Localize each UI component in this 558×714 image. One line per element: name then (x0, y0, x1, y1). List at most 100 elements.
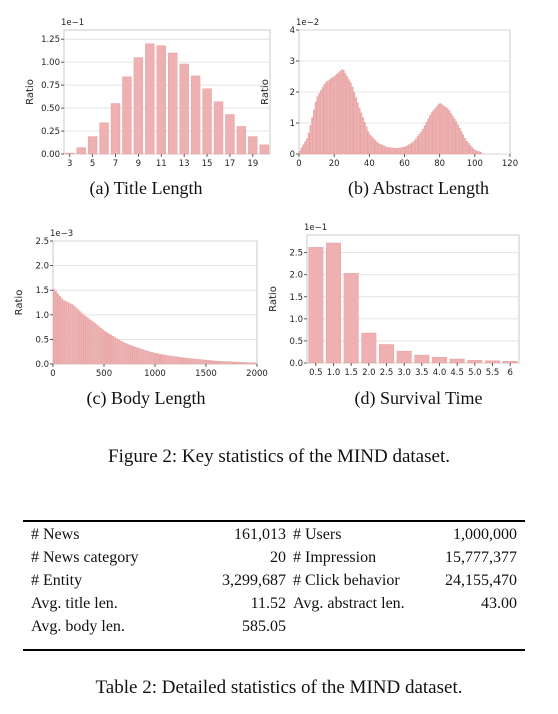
bar (236, 361, 239, 365)
x-tick-label: 4.0 (433, 368, 447, 378)
bar (128, 344, 131, 365)
table-value-cell: 43.00 (481, 595, 517, 612)
bar (309, 125, 312, 155)
table-label-cell: # Entity (31, 572, 83, 589)
bar (242, 362, 245, 365)
bar (130, 345, 133, 365)
bar (138, 348, 141, 365)
bar (466, 140, 468, 155)
bar (246, 362, 249, 365)
bar (187, 358, 190, 365)
bar (460, 131, 463, 155)
bar (87, 136, 98, 155)
bar (108, 333, 110, 365)
bar (388, 147, 391, 155)
plot-frame (52, 240, 258, 365)
caption-survival-time: (d) Survival Time (354, 388, 483, 408)
x-tick-label: 0 (50, 369, 55, 379)
caption-body-length: (c) Body Length (86, 388, 206, 408)
bar (480, 151, 482, 155)
y-tick-label: 2.5 (289, 249, 303, 259)
bar (364, 122, 366, 155)
bar (478, 151, 480, 155)
bar (369, 134, 371, 155)
x-tick-label: 0 (296, 159, 301, 169)
bar (81, 313, 84, 365)
bar (379, 144, 382, 155)
bar (202, 88, 212, 155)
table-value-cell: 161,013 (234, 526, 286, 543)
bar (106, 332, 108, 365)
y-tick-label: 2 (290, 88, 295, 98)
bar (73, 305, 76, 365)
bar (449, 358, 465, 364)
bar (191, 358, 194, 365)
bar (132, 346, 135, 365)
x-tick-label: 15 (202, 159, 213, 169)
bar (485, 360, 500, 364)
bar (101, 329, 104, 365)
bar (252, 362, 255, 365)
bar (334, 75, 336, 155)
bar (103, 330, 106, 365)
bar (361, 332, 377, 364)
bar (392, 147, 394, 155)
bar (190, 75, 201, 155)
bar (325, 81, 328, 155)
bar (85, 316, 88, 365)
bar (168, 52, 178, 155)
plot-frame (306, 234, 520, 364)
bar (467, 142, 470, 155)
bar (89, 319, 92, 365)
bar (441, 104, 444, 155)
bar (408, 144, 410, 155)
y-tick-label: 0.50 (41, 104, 60, 114)
x-tick-label: 6 (507, 368, 512, 378)
bar (429, 115, 431, 155)
x-tick-label: 1000 (144, 369, 166, 379)
bar (95, 324, 98, 365)
bar (306, 138, 308, 155)
bar (236, 126, 247, 155)
bar (348, 79, 350, 155)
bar (397, 147, 400, 155)
figure-caption: Figure 2: Key statistics of the MIND dat… (108, 446, 450, 467)
bar (208, 360, 210, 365)
bar (122, 342, 125, 365)
bar (328, 79, 331, 155)
bar (332, 76, 335, 155)
scale-note: 1e−1 (304, 223, 327, 233)
table-value-cell: 11.52 (250, 595, 286, 612)
bar (75, 307, 78, 365)
bar (462, 134, 465, 155)
bar (210, 360, 212, 365)
bar (189, 358, 192, 365)
y-tick-label: 1 (290, 119, 295, 129)
x-tick-label: 2.0 (362, 368, 376, 378)
bar (248, 136, 258, 155)
bar (459, 127, 461, 155)
bar (393, 148, 396, 155)
y-axis-label: Ratio (14, 290, 25, 316)
plot-frame (63, 29, 271, 155)
caption-title-length: (a) Title Length (89, 178, 203, 198)
bar (335, 73, 338, 155)
bar (83, 315, 86, 365)
bar (351, 86, 354, 155)
x-tick-label: 20 (329, 159, 340, 169)
bar (346, 76, 349, 155)
y-tick-label: 0.00 (41, 150, 60, 160)
bar (436, 105, 438, 155)
table-label-cell: # News (31, 526, 80, 543)
bar (254, 362, 257, 365)
bar (154, 353, 157, 365)
x-tick-label: 500 (96, 369, 112, 379)
table-label-cell: Avg. body len. (31, 618, 125, 635)
bar (93, 322, 96, 365)
y-tick-label: 0 (290, 150, 295, 160)
bar (339, 70, 342, 155)
bar (320, 90, 322, 155)
bar (418, 133, 421, 155)
bar (453, 118, 456, 155)
bar (360, 112, 363, 155)
